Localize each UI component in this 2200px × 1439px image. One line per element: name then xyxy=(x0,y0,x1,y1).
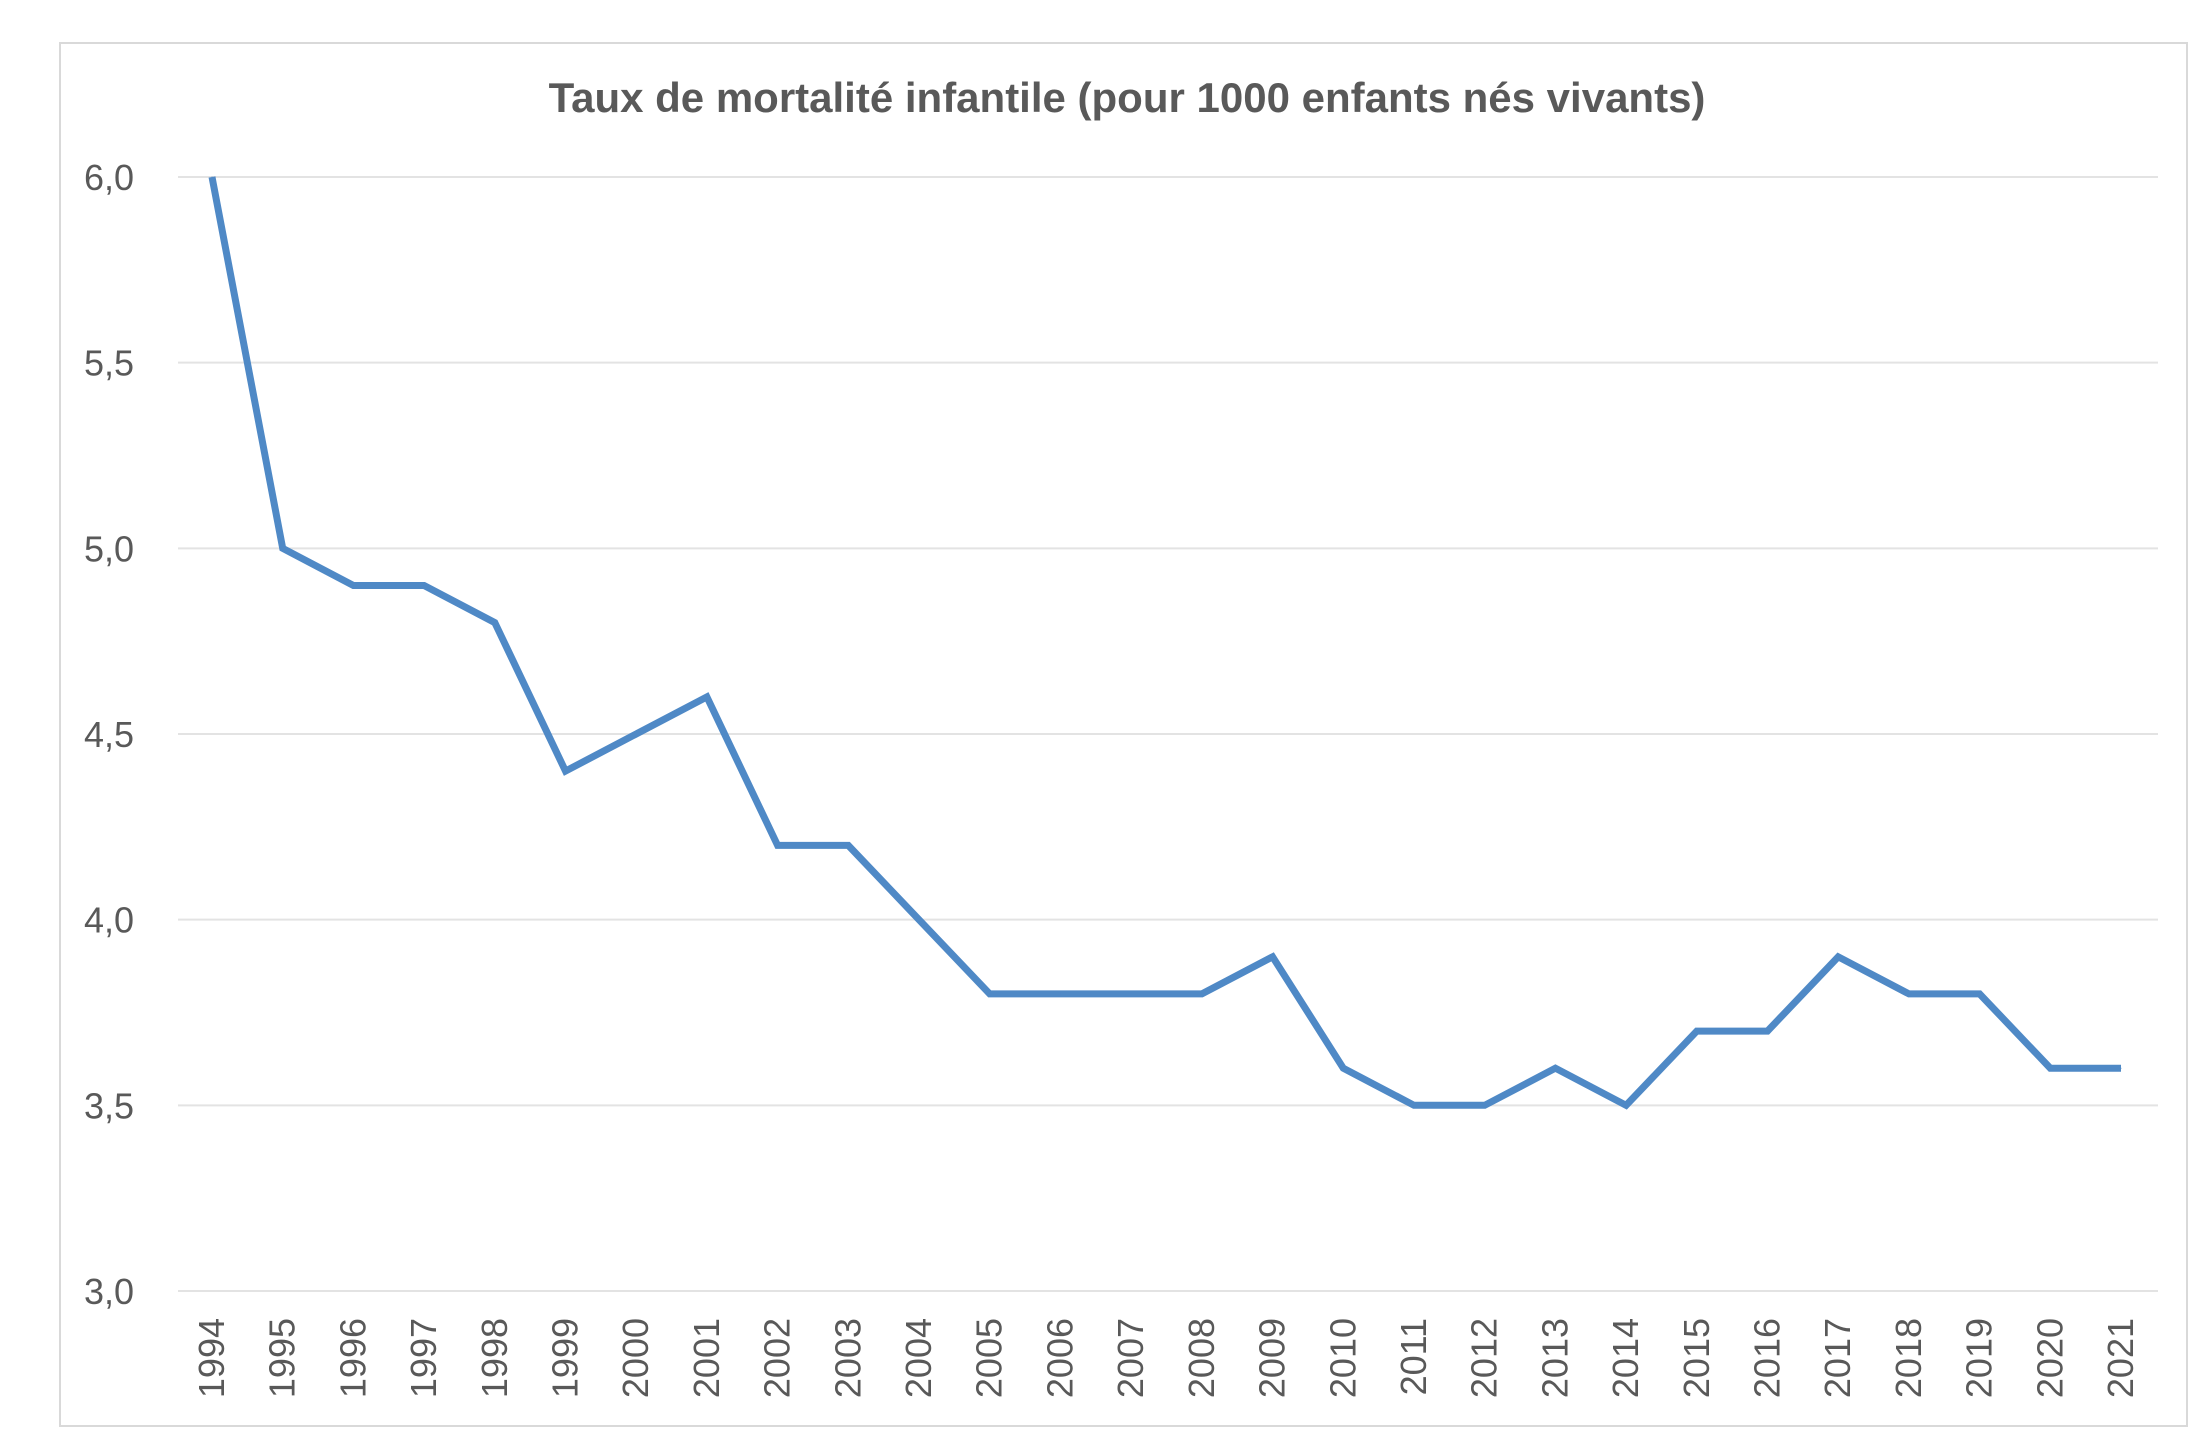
data-point xyxy=(1625,1104,1627,1106)
x-tick-label: 2002 xyxy=(757,1318,798,1398)
data-point xyxy=(2120,1067,2122,1069)
gridlines xyxy=(178,176,2158,1292)
chart-title: Taux de mortalité infantile (pour 1000 e… xyxy=(549,74,1706,121)
y-tick-label: 3,0 xyxy=(84,1271,134,1312)
data-point xyxy=(1696,1030,1698,1032)
x-tick-label: 2017 xyxy=(1817,1318,1858,1398)
data-point xyxy=(494,622,496,624)
data-point xyxy=(989,993,991,995)
data-point xyxy=(1201,993,1203,995)
data-point xyxy=(211,176,213,178)
x-tick-label: 2018 xyxy=(1888,1318,1929,1398)
data-point xyxy=(635,733,637,735)
data-point xyxy=(1413,1104,1415,1106)
data-point xyxy=(1554,1067,1556,1069)
y-tick-label: 4,0 xyxy=(84,900,134,941)
data-point xyxy=(1908,993,1910,995)
data-point xyxy=(423,584,425,586)
x-tick-label: 1998 xyxy=(474,1318,515,1398)
data-point xyxy=(565,770,567,772)
x-tick-label: 2015 xyxy=(1676,1318,1717,1398)
x-tick-label: 2003 xyxy=(827,1318,868,1398)
x-tick-label: 2006 xyxy=(1039,1318,1080,1398)
x-tick-label: 2011 xyxy=(1393,1318,1434,1395)
series-line xyxy=(208,176,2121,1110)
data-point xyxy=(1766,1030,1768,1032)
x-tick-label: 2014 xyxy=(1605,1318,1646,1398)
x-tick-label: 2021 xyxy=(2100,1318,2141,1398)
data-point xyxy=(352,584,354,586)
y-axis-ticks: 3,0 3,5 4,0 4,5 5,0 5,5 6,0 xyxy=(84,157,134,1312)
data-point xyxy=(706,696,708,698)
x-tick-label: 2010 xyxy=(1322,1318,1363,1398)
x-tick-label: 2016 xyxy=(1746,1318,1787,1398)
y-tick-label: 6,0 xyxy=(84,157,134,198)
y-tick-label: 5,5 xyxy=(84,343,134,384)
data-point xyxy=(1130,993,1132,995)
x-tick-label: 1995 xyxy=(262,1318,303,1398)
x-axis-ticks: 1994 1995 1996 1997 1998 1999 2000 2001 2002 2003… xyxy=(191,1318,2141,1398)
data-point xyxy=(1484,1104,1486,1106)
series-lines xyxy=(208,176,2122,1110)
data-point xyxy=(777,844,779,846)
y-tick-label: 5,0 xyxy=(84,528,134,569)
data-point xyxy=(282,547,284,549)
x-tick-label: 2009 xyxy=(1252,1318,1293,1398)
x-tick-label: 2012 xyxy=(1464,1318,1505,1398)
x-tick-label: 2008 xyxy=(1181,1318,1222,1398)
data-point xyxy=(2049,1067,2051,1069)
x-tick-label: 2019 xyxy=(1959,1318,2000,1398)
x-tick-label: 1997 xyxy=(403,1318,444,1398)
x-tick-label: 1999 xyxy=(545,1318,586,1398)
data-point xyxy=(1272,956,1274,958)
x-tick-label: 1994 xyxy=(191,1318,232,1398)
x-tick-label: 2004 xyxy=(898,1318,939,1398)
data-point xyxy=(1837,956,1839,958)
data-point xyxy=(918,919,920,921)
data-point xyxy=(1059,993,1061,995)
x-tick-label: 2007 xyxy=(1110,1318,1151,1398)
x-tick-label: 2000 xyxy=(615,1318,656,1398)
x-tick-label: 2001 xyxy=(686,1318,727,1398)
data-point xyxy=(1342,1067,1344,1069)
y-tick-label: 4,5 xyxy=(84,714,134,755)
data-point xyxy=(1979,993,1981,995)
data-point xyxy=(847,844,849,846)
x-tick-label: 2013 xyxy=(1534,1318,1575,1398)
y-tick-label: 3,5 xyxy=(84,1085,134,1126)
x-tick-label: 2005 xyxy=(969,1318,1010,1398)
x-tick-label: 1996 xyxy=(332,1318,373,1398)
x-tick-label: 2020 xyxy=(2029,1318,2070,1398)
